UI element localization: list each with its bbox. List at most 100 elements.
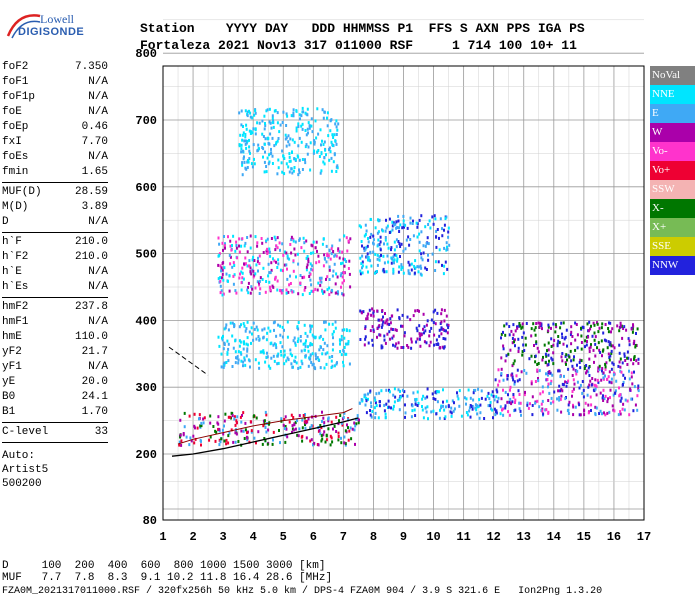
- echo-point: [517, 346, 520, 350]
- echo-point: [365, 229, 368, 233]
- echo-point: [272, 125, 275, 129]
- echo-point: [342, 364, 345, 368]
- echo-point: [249, 151, 251, 155]
- echo-point: [241, 266, 244, 270]
- echo-point: [453, 407, 456, 411]
- echo-point: [300, 359, 303, 363]
- echo-point: [616, 324, 619, 328]
- echo-point: [372, 311, 375, 315]
- echo-point: [604, 323, 607, 326]
- echo-point: [585, 369, 588, 373]
- echo-point: [277, 323, 280, 327]
- echo-point: [582, 388, 585, 392]
- echo-point: [622, 380, 625, 384]
- echo-point: [364, 247, 367, 251]
- echo-point: [240, 244, 243, 248]
- echo-point: [494, 378, 497, 382]
- echo-point: [444, 337, 447, 341]
- echo-point: [444, 260, 447, 264]
- echo-point: [425, 268, 428, 271]
- echo-point: [372, 309, 375, 313]
- echo-point: [389, 321, 392, 325]
- echo-point: [339, 274, 342, 278]
- echo-point: [588, 346, 591, 350]
- echo-point: [412, 219, 414, 223]
- echo-point: [243, 358, 246, 362]
- echo-point: [356, 414, 359, 418]
- echo-point: [330, 140, 333, 144]
- echo-point: [364, 337, 367, 341]
- echo-point: [328, 286, 331, 290]
- echo-point: [250, 429, 253, 433]
- echo-point: [602, 394, 604, 398]
- echo-point: [377, 416, 380, 420]
- echo-point: [359, 272, 362, 276]
- echo-point: [514, 398, 517, 402]
- echo-point: [397, 214, 400, 218]
- echo-point: [282, 423, 285, 427]
- echo-point: [221, 272, 224, 276]
- echo-point: [487, 404, 490, 408]
- echo-point: [325, 434, 328, 438]
- echo-point: [348, 259, 351, 263]
- echo-point: [524, 343, 527, 347]
- echo-point: [486, 394, 489, 398]
- echo-point: [421, 397, 424, 401]
- echo-point: [490, 393, 493, 397]
- echo-point: [418, 232, 421, 236]
- echo-point: [240, 352, 243, 356]
- echo-point: [244, 142, 247, 146]
- echo-point: [571, 335, 574, 338]
- echo-point: [610, 367, 613, 371]
- echo-point: [313, 149, 316, 153]
- echo-point: [353, 421, 356, 425]
- echo-point: [422, 394, 425, 398]
- echo-point: [297, 125, 300, 128]
- echo-point: [301, 122, 304, 126]
- echo-point: [343, 264, 346, 268]
- echo-point: [281, 335, 284, 339]
- echo-point: [558, 384, 561, 388]
- echo-point: [215, 430, 218, 434]
- echo-point: [381, 323, 384, 327]
- param-row-he: h`E N/A: [2, 265, 108, 280]
- echo-point: [589, 345, 592, 349]
- echo-point: [363, 246, 366, 250]
- echo-point: [607, 330, 610, 334]
- echo-point: [235, 240, 238, 244]
- echo-point: [597, 366, 600, 370]
- echo-point: [445, 399, 448, 403]
- echo-point: [440, 404, 443, 408]
- echo-point: [521, 325, 524, 329]
- echo-point: [264, 137, 267, 141]
- echo-point: [241, 161, 244, 165]
- echo-point: [433, 343, 435, 347]
- echo-point: [330, 366, 333, 369]
- echo-point: [468, 409, 471, 413]
- echo-point: [222, 347, 225, 351]
- echo-point: [438, 334, 441, 338]
- echo-point: [571, 364, 574, 368]
- echo-point: [425, 410, 428, 414]
- echo-point: [285, 112, 288, 116]
- echo-point: [391, 228, 394, 232]
- echo-point: [621, 407, 624, 411]
- echo-point: [507, 352, 510, 356]
- echo-point: [311, 352, 314, 356]
- echo-point: [580, 347, 583, 351]
- echo-point: [422, 312, 425, 316]
- echo-point: [601, 322, 604, 326]
- echo-point: [319, 283, 322, 287]
- echo-point: [274, 248, 277, 252]
- echo-point: [227, 279, 229, 283]
- echo-point: [499, 405, 502, 409]
- echo-point: [591, 334, 594, 338]
- echo-point: [267, 428, 270, 432]
- echo-point: [217, 277, 220, 281]
- echo-point: [311, 268, 314, 272]
- echo-point: [472, 391, 475, 395]
- echo-point: [266, 252, 269, 255]
- echo-point: [398, 398, 401, 402]
- echo-point: [637, 389, 640, 393]
- echo-point: [392, 267, 395, 271]
